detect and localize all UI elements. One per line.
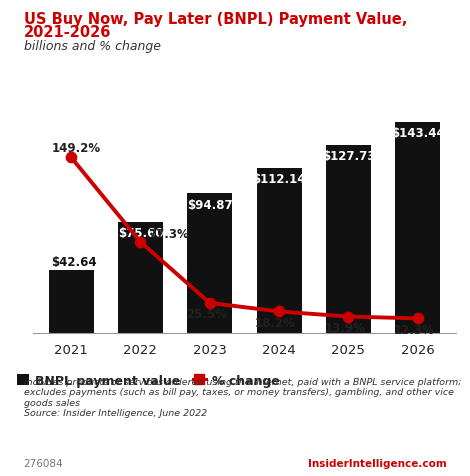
Point: [414, 315, 422, 323]
Text: 13.9%: 13.9%: [324, 321, 365, 334]
Bar: [118, 222, 163, 333]
Text: 77.3%: 77.3%: [149, 228, 189, 241]
Point: [206, 299, 213, 307]
Point: [67, 154, 75, 162]
Text: 18.2%: 18.2%: [255, 316, 296, 329]
Text: $112.14: $112.14: [252, 173, 306, 186]
Text: $143.44: $143.44: [391, 127, 445, 140]
Text: 12.3%: 12.3%: [394, 323, 435, 336]
Bar: [257, 169, 302, 333]
Text: InsiderIntelligence.com: InsiderIntelligence.com: [308, 458, 446, 468]
Text: 149.2%: 149.2%: [52, 142, 101, 155]
Bar: [48, 270, 94, 333]
Legend: BNPL payment value, % change: BNPL payment value, % change: [12, 369, 285, 392]
Bar: [187, 194, 232, 333]
Bar: [326, 146, 371, 333]
Text: US Buy Now, Pay Later (BNPL) Payment Value,: US Buy Now, Pay Later (BNPL) Payment Val…: [24, 12, 407, 27]
Text: includes products or services ordered using the internet, paid with a BNPL servi: includes products or services ordered us…: [24, 377, 461, 417]
Text: 25.5%: 25.5%: [186, 307, 227, 321]
Bar: [395, 122, 440, 333]
Point: [275, 308, 283, 316]
Point: [137, 238, 144, 246]
Text: $75.60: $75.60: [118, 227, 163, 239]
Text: 2021-2026: 2021-2026: [24, 25, 111, 40]
Text: $94.87: $94.87: [187, 198, 233, 211]
Text: $42.64: $42.64: [52, 256, 97, 268]
Point: [345, 313, 352, 321]
Text: 276084: 276084: [24, 458, 63, 468]
Text: $127.73: $127.73: [322, 150, 375, 163]
Text: billions and % change: billions and % change: [24, 40, 160, 53]
